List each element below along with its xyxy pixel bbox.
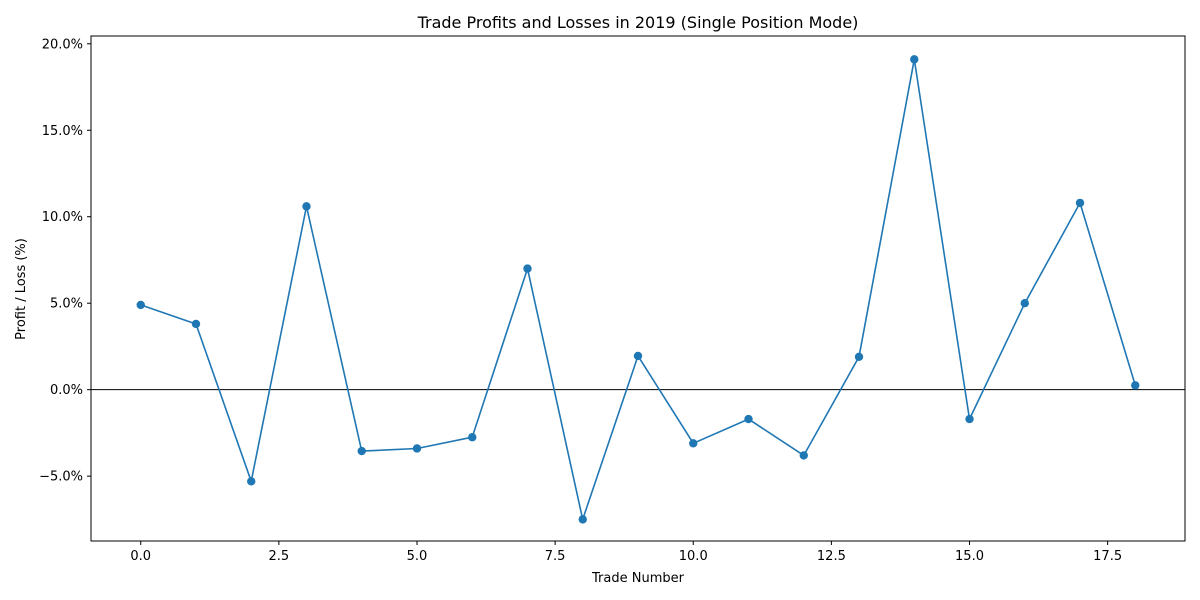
- data-point: [799, 451, 808, 460]
- data-point: [578, 515, 587, 524]
- data-point: [191, 319, 201, 329]
- x-tick-label: 17.5: [1093, 549, 1122, 564]
- chart-title: Trade Profits and Losses in 2019 (Single…: [417, 13, 859, 32]
- data-point: [689, 439, 698, 448]
- x-axis-label: Trade Number: [591, 571, 685, 586]
- x-tick-label: 2.5: [269, 549, 290, 564]
- y-tick-label: 10.0%: [42, 210, 83, 225]
- y-axis: −5.0% 0.0% 5.0% 10.0% 15.0% 20.0%: [39, 37, 91, 485]
- x-tick-label: 7.5: [545, 549, 566, 564]
- data-point: [247, 477, 256, 486]
- data-point: [965, 414, 974, 424]
- data-point: [633, 351, 643, 361]
- data-point: [468, 433, 477, 442]
- data-point: [744, 414, 753, 424]
- data-point: [302, 202, 311, 211]
- y-tick-label: 5.0%: [50, 297, 83, 312]
- x-tick-label: 15.0: [955, 549, 984, 564]
- data-point: [136, 300, 145, 310]
- x-tick-label: 5.0: [407, 549, 428, 564]
- data-point: [523, 264, 532, 273]
- data-point: [1131, 381, 1140, 390]
- data-point: [412, 444, 422, 453]
- data-point: [1020, 299, 1029, 308]
- x-tick-label: 12.5: [817, 549, 846, 564]
- data-point: [910, 55, 919, 64]
- y-tick-label: 0.0%: [50, 383, 83, 398]
- x-tick-label: 10.0: [679, 549, 708, 564]
- y-tick-label: 15.0%: [42, 124, 83, 139]
- y-tick-label: −5.0%: [39, 470, 83, 485]
- series-layer: [136, 55, 1140, 524]
- data-point: [1075, 198, 1085, 208]
- data-point: [357, 446, 366, 456]
- data-point: [854, 352, 864, 362]
- plot-area: [90, 35, 1186, 542]
- x-axis: 0.0 2.5 5.0 7.5 10.0 12.5 15.0 17.5: [130, 541, 1122, 564]
- y-tick-label: 20.0%: [42, 37, 83, 52]
- x-tick-label: 0.0: [130, 549, 151, 564]
- y-axis-label: Profit / Loss (%): [14, 238, 29, 340]
- axes-frame: [90, 35, 1186, 542]
